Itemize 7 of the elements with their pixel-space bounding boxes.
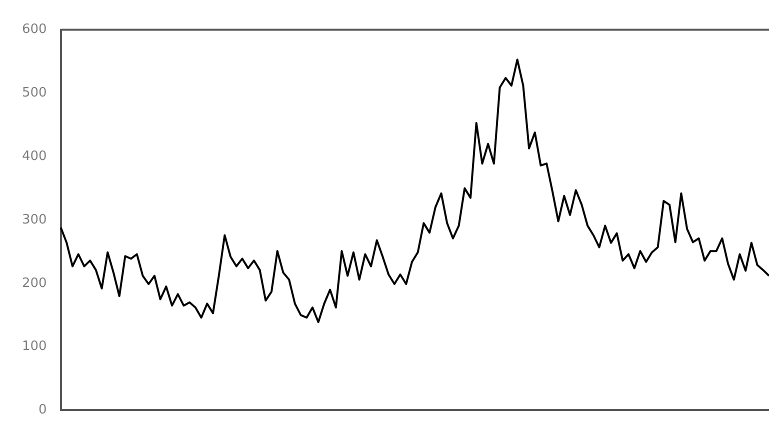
y-tick-label: 400 [22,148,47,164]
y-tick-label: 200 [22,276,47,291]
y-tick-label: 500 [22,86,47,101]
y-tick-label: 100 [22,339,47,354]
y-tick-label: 0 [38,402,47,418]
y-tick-label: 600 [22,22,47,38]
y-tick-label: 300 [22,212,47,228]
